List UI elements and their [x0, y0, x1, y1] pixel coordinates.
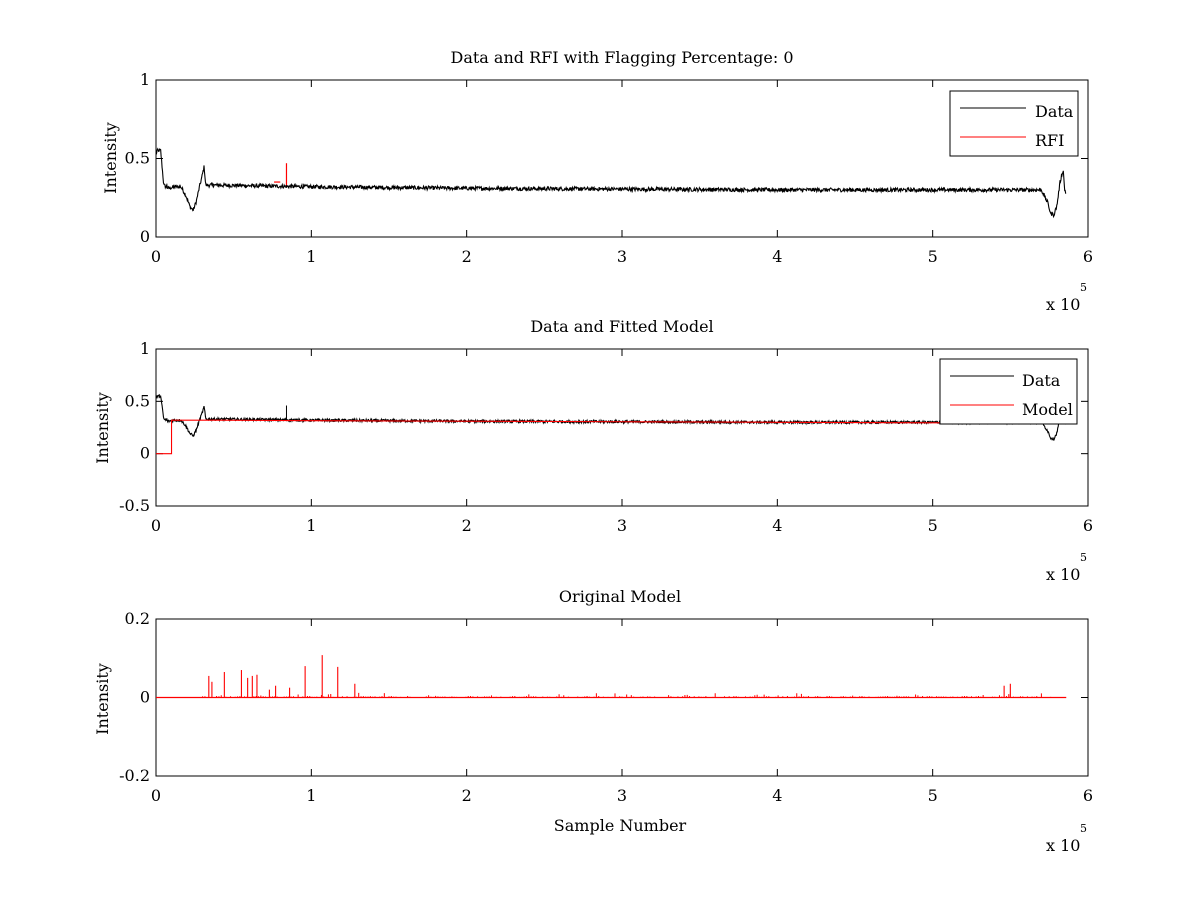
tick-labels-3: 0 1 2 3 4 5 6-0.200.2 [119, 609, 1093, 805]
x-tick-label: 5 [928, 786, 938, 805]
tick-labels-1: 0 1 2 3 4 5 6 0 0.5 1 [125, 70, 1094, 266]
series-group-3 [156, 655, 1067, 699]
series-group-1 [155, 147, 1067, 219]
model-noise-spikes [202, 692, 1052, 698]
tick-labels-2: 0 1 2 3 4 5 6-0.500.51 [119, 339, 1093, 535]
panel-1: 0 1 2 3 4 5 6 0 0.5 1 Data and RFI with Flagging … [101, 48, 1093, 314]
x-tick-label: 4 [772, 786, 782, 805]
x-multiplier-3: x 10 [1046, 836, 1080, 855]
chart-title-2: Data and Fitted Model [530, 317, 713, 336]
tick-marks-3 [155, 618, 1089, 777]
y-tick-label: -0.2 [119, 766, 150, 785]
y-axis-label-1: Intensity [101, 122, 120, 194]
x-tick-label: 6 [1083, 516, 1093, 535]
chart-title-3: Original Model [559, 587, 681, 606]
x-tick-label: 1 [306, 516, 316, 535]
x-tick-label: 2 [462, 786, 472, 805]
panel-2: 0 1 2 3 4 5 6-0.500.51 Data and Fitted Model I… [93, 317, 1093, 584]
tick-marks-1 [155, 79, 1089, 238]
series-group-2 [155, 393, 1067, 455]
x-tick-label: 3 [617, 786, 627, 805]
legend-label-rfi-1: RFI [1035, 131, 1064, 150]
plot-area-2 [155, 348, 1089, 507]
x-multiplier-1: x 10 [1046, 295, 1080, 314]
y-tick-label: 0 [140, 444, 150, 463]
series-line-model [156, 419, 1034, 455]
x-tick-label: 5 [928, 247, 938, 266]
x-tick-label: 1 [306, 247, 316, 266]
legend-label-data-2: Data [1022, 371, 1061, 390]
x-axis-label-3: Sample Number [554, 816, 687, 835]
series-line-data [155, 147, 1067, 219]
x-tick-label: 6 [1083, 786, 1093, 805]
x-tick-label: 4 [772, 516, 782, 535]
legend-label-data-1: Data [1035, 102, 1074, 121]
x-tick-label: 2 [462, 516, 472, 535]
x-tick-label: 3 [617, 247, 627, 266]
y-tick-label: -0.5 [119, 496, 150, 515]
y-tick-label: 0.2 [125, 609, 150, 628]
x-tick-label: 2 [462, 247, 472, 266]
x-tick-label: 6 [1083, 247, 1093, 266]
legend-1: Data RFI [949, 90, 1079, 157]
x-tick-label: 3 [617, 516, 627, 535]
legend-label-model-2: Model [1022, 400, 1073, 419]
x-multiplier-exponent-2: 5 [1080, 551, 1087, 564]
panel-3: 0 1 2 3 4 5 6-0.200.2 Original Model Intensity… [93, 587, 1093, 855]
x-tick-label: 0 [151, 247, 161, 266]
x-multiplier-exponent-1: 5 [1080, 281, 1087, 294]
chart-title-1: Data and RFI with Flagging Percentage: 0 [450, 48, 793, 67]
x-tick-label: 4 [772, 247, 782, 266]
y-tick-label: 0 [140, 227, 150, 246]
x-tick-label: 5 [928, 516, 938, 535]
y-axis-label-2: Intensity [93, 392, 112, 464]
x-tick-label: 0 [151, 786, 161, 805]
y-tick-label: 0 [140, 688, 150, 707]
legend-box-2 [939, 358, 1078, 425]
legend-2: Data Model [939, 358, 1078, 425]
x-multiplier-2: x 10 [1046, 565, 1080, 584]
y-tick-label: 1 [140, 339, 150, 358]
x-tick-label: 1 [306, 786, 316, 805]
plot-area-1 [155, 79, 1089, 238]
x-multiplier-exponent-3: 5 [1080, 822, 1087, 835]
legend-box-1 [949, 90, 1079, 157]
y-tick-label: 1 [140, 70, 150, 89]
y-tick-label: 0.5 [125, 391, 150, 410]
y-axis-label-3: Intensity [93, 663, 112, 735]
x-tick-label: 0 [151, 516, 161, 535]
y-tick-label: 0.5 [125, 149, 150, 168]
